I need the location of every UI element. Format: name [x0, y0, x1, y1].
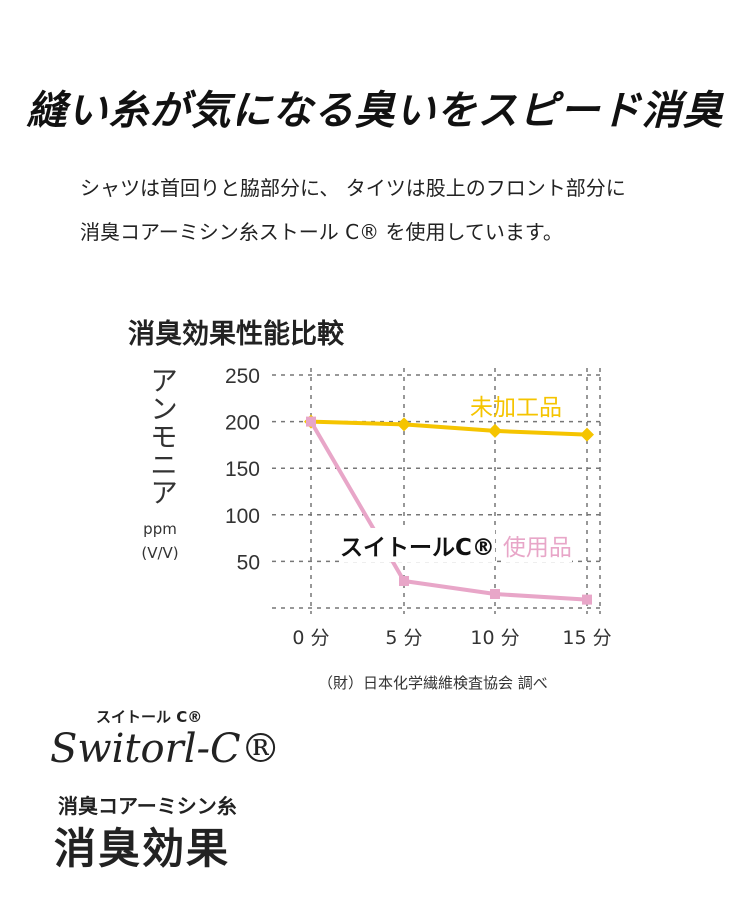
logo-kana: スイトール C®	[96, 708, 203, 726]
series-label-brand: スイトールC®	[340, 528, 495, 562]
y-tick-label: 100	[225, 505, 260, 528]
data-point	[306, 416, 316, 427]
x-tick-label: 0 分	[292, 627, 329, 649]
series-line	[310, 419, 588, 437]
data-point	[488, 423, 502, 438]
chart-source: （財）日本化学繊維検査協会 調べ	[318, 674, 548, 692]
series-label-untreated: 未加工品	[470, 395, 562, 421]
data-point	[397, 417, 411, 432]
headline: 縫い糸が気になる臭いをスピード消臭	[26, 88, 724, 134]
intro-line-1: シャツは首回りと脇部分に、 タイツは股上のフロント部分に	[80, 176, 626, 200]
intro-line-2: 消臭コアーミシン糸ストール C® を使用しています。	[80, 220, 563, 244]
series-line	[309, 420, 588, 602]
data-point	[399, 575, 409, 586]
y-axis-label: アンモニア	[146, 366, 179, 506]
y-tick-label: 50	[237, 551, 260, 574]
y-axis-unit-vv: (V/V)	[141, 544, 179, 562]
series-label-treated: 使用品	[502, 528, 572, 562]
x-tick-label: 15 分	[562, 627, 611, 649]
y-tick-label: 150	[225, 458, 260, 481]
y-tick-label: 250	[225, 365, 260, 388]
logo-subtitle: 消臭コアーミシン糸	[58, 794, 237, 818]
logo-script: Switorl-C®	[50, 726, 281, 772]
x-tick-label: 5 分	[385, 627, 422, 649]
logo-main-title: 消臭効果	[54, 824, 231, 873]
series-label-group-treated: スイトールC® 使用品	[340, 528, 572, 562]
data-point	[580, 427, 594, 442]
y-axis-unit-ppm: ppm	[143, 520, 177, 538]
y-tick-label: 200	[225, 412, 260, 435]
x-tick-label: 10 分	[470, 627, 519, 649]
data-point	[490, 589, 500, 600]
chart-title: 消臭効果性能比較	[128, 319, 344, 350]
data-point	[582, 594, 592, 605]
